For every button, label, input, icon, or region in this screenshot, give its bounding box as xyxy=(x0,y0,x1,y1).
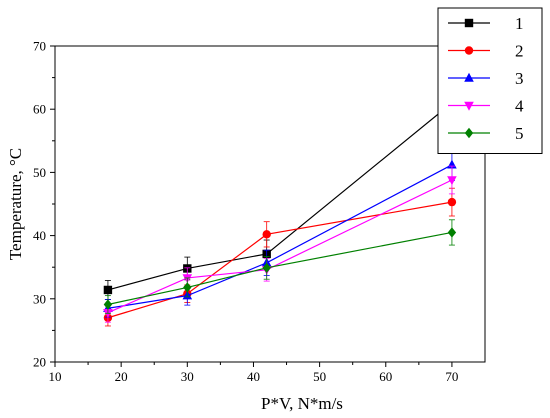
series-line xyxy=(107,179,453,314)
x-tick-label: 70 xyxy=(445,369,458,384)
series-layer xyxy=(103,83,457,327)
legend-label: 2 xyxy=(515,42,524,61)
legend-marker xyxy=(464,127,474,139)
data-point xyxy=(447,176,457,186)
x-tick-label: 40 xyxy=(247,369,260,384)
x-tick-label: 20 xyxy=(115,369,128,384)
data-point xyxy=(103,285,113,295)
y-tick-label: 30 xyxy=(33,291,46,306)
x-tick-label: 10 xyxy=(49,369,62,384)
series-2 xyxy=(103,187,457,327)
x-tick-label: 60 xyxy=(379,369,392,384)
series-4 xyxy=(103,165,457,323)
y-tick-label: 70 xyxy=(33,39,46,54)
data-point xyxy=(447,227,457,238)
legend-label: 3 xyxy=(515,69,524,88)
data-point xyxy=(262,262,271,274)
legend-marker xyxy=(464,46,474,55)
data-point xyxy=(103,299,113,310)
legend-marker xyxy=(464,72,474,82)
legend-label: 5 xyxy=(515,124,524,143)
legend-label: 1 xyxy=(515,14,524,33)
legend-label: 4 xyxy=(515,97,524,116)
data-point xyxy=(262,230,271,239)
series-1 xyxy=(103,83,457,300)
y-tick-label: 60 xyxy=(33,102,46,117)
y-tick-label: 40 xyxy=(33,228,46,243)
series-line xyxy=(107,231,453,306)
y-tick-label: 20 xyxy=(33,355,46,370)
x-tick-label: 30 xyxy=(181,369,194,384)
data-point xyxy=(447,197,457,207)
y-tick-label: 50 xyxy=(33,165,46,180)
series-5 xyxy=(103,219,457,314)
y-axis-label: Temperature, °C xyxy=(6,148,25,260)
legend-box xyxy=(437,7,543,154)
legend-marker xyxy=(464,101,474,111)
series-line xyxy=(107,102,453,291)
x-tick-label: 50 xyxy=(313,369,326,384)
series-line xyxy=(107,164,453,309)
legend: 1 2 3 4 5 xyxy=(437,7,543,154)
series-line xyxy=(107,201,453,319)
data-point xyxy=(183,282,192,293)
legend-marker xyxy=(464,18,474,28)
x-axis-label: P*V, N*m/s xyxy=(261,394,343,413)
